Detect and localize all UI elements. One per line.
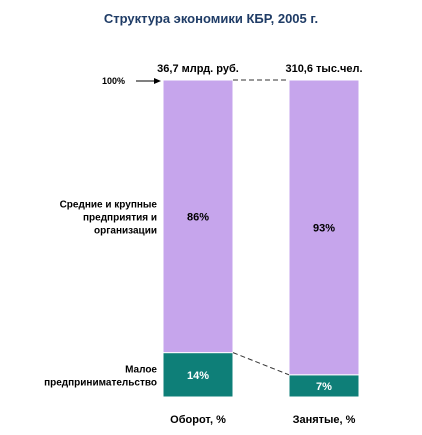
bar-segment-1-0 xyxy=(162,79,234,354)
data-label-1-0: 86% xyxy=(187,211,209,223)
series-label-0-line-0: Малое xyxy=(125,364,157,375)
bar-segment-1-1 xyxy=(288,79,360,376)
bar-segment-0-0 xyxy=(162,352,234,398)
x-tick-label-0: Оборот, % xyxy=(170,414,226,426)
data-label-0-1: 7% xyxy=(316,381,332,393)
series-label-1-line-0: Средние и крупные xyxy=(60,199,158,210)
connector-segment xyxy=(232,352,290,376)
bar-header-1: 310,6 тыс.чел. xyxy=(285,63,362,75)
chart-title: Структура экономики КБР, 2005 г. xyxy=(104,11,318,26)
series-label-1-line-2: организации xyxy=(94,225,157,236)
y-marker-label: 100% xyxy=(102,76,125,86)
series-label-1-line-1: предприятия и xyxy=(83,212,157,223)
bar-header-0: 36,7 млрд. руб. xyxy=(157,63,239,75)
x-tick-label-1: Занятые, % xyxy=(293,414,356,426)
series-label-0-line-1: предпринимательство xyxy=(44,377,157,388)
y-marker-arrow-head xyxy=(154,78,161,84)
data-label-0-0: 14% xyxy=(187,370,209,382)
data-label-1-1: 93% xyxy=(313,222,335,234)
